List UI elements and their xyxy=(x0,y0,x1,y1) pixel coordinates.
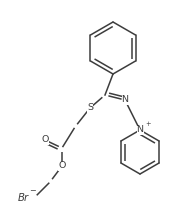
Text: −: − xyxy=(29,186,36,195)
Text: N: N xyxy=(136,125,143,135)
Text: O: O xyxy=(58,161,66,171)
Text: S: S xyxy=(87,104,93,112)
Text: O: O xyxy=(41,135,49,145)
Text: +: + xyxy=(145,121,151,127)
Text: N: N xyxy=(122,95,128,105)
Text: Br: Br xyxy=(18,193,29,203)
